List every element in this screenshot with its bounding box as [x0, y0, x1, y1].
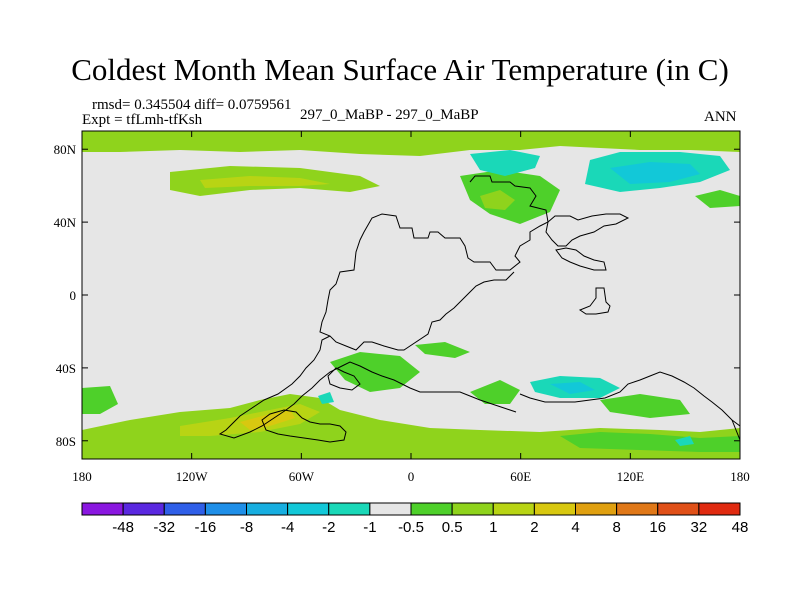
x-tick-label: 120W: [176, 469, 209, 484]
region-kamchatka: [695, 190, 740, 208]
colorbar-label: -32: [153, 519, 175, 536]
y-tick-label: 0: [70, 288, 77, 303]
colorbar-label: -4: [281, 519, 294, 536]
x-tick-label: 0: [408, 469, 415, 484]
coastline-east-strip: [555, 247, 607, 271]
colorbar-label: 0.5: [442, 519, 463, 536]
season-label: ANN: [704, 109, 737, 125]
region-south-cool-a: [318, 392, 334, 404]
colorbar-label: 4: [571, 519, 579, 536]
colorbar-label: 1: [489, 519, 497, 536]
colorbar-swatch: [369, 502, 412, 516]
region-antarctic-warm: [240, 410, 295, 430]
region-south-cool-b: [675, 436, 694, 446]
colorbar-label: -1: [363, 519, 376, 536]
x-tick-label: 180: [72, 469, 92, 484]
coastline-south-inlet: [261, 409, 347, 443]
region-indian-warm: [600, 394, 690, 418]
colorbar-swatch: [246, 502, 289, 516]
y-axis: 80N 40N 0 40S 80S: [54, 142, 740, 449]
colorbar-label: -0.5: [398, 519, 424, 536]
colorbar-swatch: [698, 502, 741, 516]
colorbar-swatch: [81, 502, 124, 516]
center-label: 297_0_MaBP - 297_0_MaBP: [300, 107, 479, 123]
colorbar-swatch: [657, 502, 700, 516]
colorbar-swatch: [204, 502, 247, 516]
x-tick-label: 180: [730, 469, 750, 484]
coastline-sw-edge: [731, 419, 740, 441]
experiment-line: Expt = tfLmh-tfKsh: [82, 112, 203, 128]
coastlines: [218, 175, 740, 443]
colorbar-label: -8: [240, 519, 253, 536]
colorbar-swatch: [533, 502, 576, 516]
region-south-atlantic: [415, 342, 470, 358]
colorbar-label: -2: [322, 519, 335, 536]
colorbar-swatch: [328, 502, 371, 516]
colorbar-swatch: [163, 502, 206, 516]
y-tick-label: 80N: [54, 142, 77, 157]
region-eurasia-core: [480, 190, 515, 210]
y-tick-label: 40N: [54, 215, 77, 230]
colorbar-swatch: [410, 502, 453, 516]
y-tick-label: 80S: [56, 434, 76, 449]
stats-line: rmsd= 0.345504 diff= 0.0759561: [92, 97, 292, 113]
colorbar-label: 8: [612, 519, 620, 536]
region-south-ocean-b: [470, 380, 520, 404]
colorbar-swatch: [492, 502, 535, 516]
colorbar-swatch: [287, 502, 330, 516]
region-west-edge: [82, 386, 118, 414]
colorbar-swatch: [616, 502, 659, 516]
coastline-island-arc: [545, 213, 630, 247]
x-tick-label: 120E: [617, 469, 645, 484]
y-tick-label: 40S: [56, 361, 76, 376]
chart-title: Coldest Month Mean Surface Air Temperatu…: [71, 52, 729, 87]
region-siberia-cool-core: [610, 162, 700, 184]
x-axis: 180 120W 60W 0 60E 120E 180: [72, 131, 750, 484]
region-arctic-cool: [470, 150, 540, 176]
coastline-pangea: [319, 175, 549, 351]
region-indian-cool-2: [550, 382, 595, 394]
colorbar-label: 2: [530, 519, 538, 536]
colorbar: -48 -32 -16 -8 -4 -2 -1 -0.5 0.5 1 2 4 8 16 32 48: [81, 502, 749, 536]
coastline-south-gondwana: [218, 335, 517, 439]
x-tick-label: 60W: [289, 469, 315, 484]
colorbar-label: -16: [195, 519, 217, 536]
coastline-antarctic-east: [519, 371, 740, 427]
colorbar-label: -48: [112, 519, 134, 536]
contour-fills: [82, 131, 740, 459]
colorbar-swatch: [122, 502, 165, 516]
x-tick-label: 60E: [510, 469, 531, 484]
colorbar-label: 32: [691, 519, 708, 536]
colorbar-swatch: [451, 502, 494, 516]
coastline-coast-west: [327, 367, 361, 391]
colorbar-label: 48: [732, 519, 749, 536]
coastline-small-island: [578, 287, 611, 315]
region-antarctic-east: [560, 432, 740, 452]
colorbar-label: 16: [649, 519, 666, 536]
region-north-pacific-core: [200, 176, 330, 188]
colorbar-swatch: [575, 502, 618, 516]
region-arctic-band: [82, 131, 740, 156]
